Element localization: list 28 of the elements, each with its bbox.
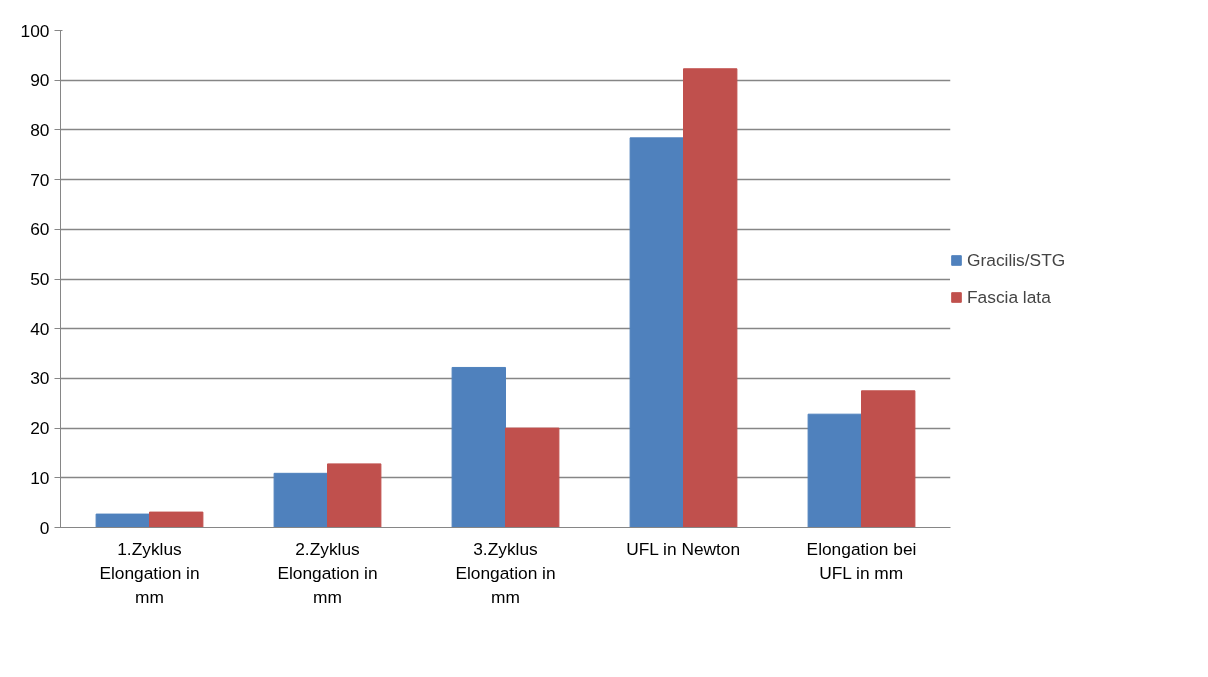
y-tick-label: 60 [30, 219, 50, 240]
bar [505, 427, 560, 528]
bar [149, 511, 204, 528]
x-tick-label: 3.Zyklus Elongation in mm [455, 538, 556, 607]
x-tick-label: UFL in Newton [626, 538, 741, 559]
bar [327, 463, 382, 528]
bar [683, 68, 738, 528]
y-tick-label: 30 [30, 368, 50, 389]
y-tick-label: 100 [20, 20, 50, 41]
bar [807, 413, 862, 528]
bar [95, 513, 150, 528]
x-tick-label: 2.Zyklus Elongation in mm [277, 538, 378, 607]
y-tick-label: 90 [30, 70, 50, 91]
x-tick-label: Elongation bei UFL in mm [806, 538, 917, 583]
y-tick-label: 50 [30, 269, 50, 289]
bar [629, 137, 684, 528]
y-tick-label: 80 [30, 119, 50, 140]
legend-label: Gracilis/STG [967, 249, 1066, 271]
legend-label: Fascia lata [967, 286, 1051, 308]
bar [451, 366, 506, 528]
y-tick-label: 40 [30, 318, 50, 339]
bar [273, 472, 328, 528]
y-tick-label: 20 [30, 418, 50, 439]
x-tick-label: 1.Zyklus Elongation in mm [99, 538, 200, 607]
y-tick-label: 10 [30, 467, 50, 488]
y-tick-label: 70 [30, 169, 50, 190]
y-tick-label: 0 [39, 517, 50, 538]
bar [861, 390, 916, 528]
